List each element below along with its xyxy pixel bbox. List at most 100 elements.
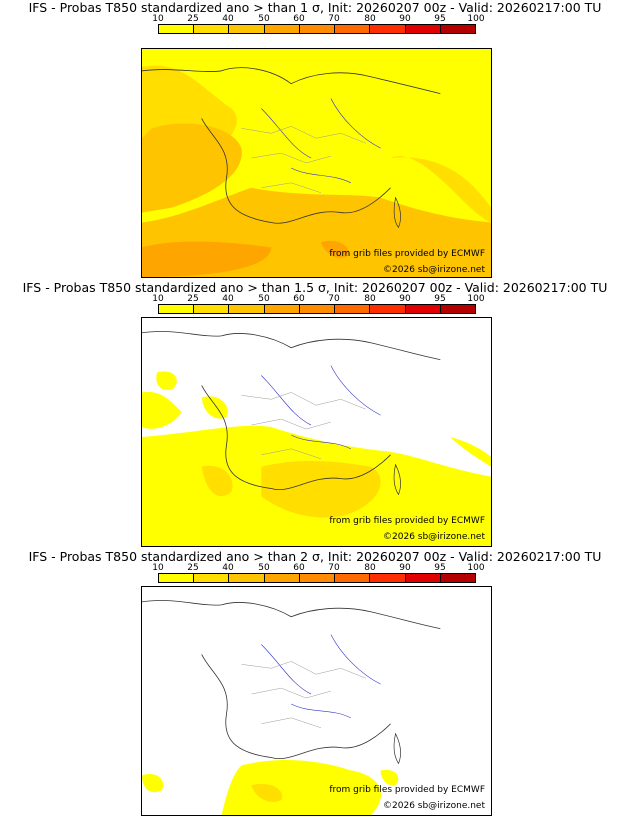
river-lines xyxy=(261,365,381,450)
colorbar-segment xyxy=(335,25,371,33)
probability-field-40 xyxy=(142,123,242,213)
colorbar-tick: 70 xyxy=(328,294,340,304)
probability-colorbar xyxy=(158,304,476,314)
colorbar-tick: 50 xyxy=(258,563,270,573)
probability-field-10 xyxy=(380,769,399,786)
colorbar-tick: 70 xyxy=(328,14,340,24)
colorbar-tick: 10 xyxy=(152,14,164,24)
colorbar-tick: 80 xyxy=(364,294,376,304)
colorbar-tick: 60 xyxy=(293,563,305,573)
colorbar-tick: 40 xyxy=(222,14,234,24)
map-canvas xyxy=(142,587,491,815)
forecast-panel-1sigma: IFS - Probas T850 standardized ano > tha… xyxy=(0,0,630,278)
credit-text-ecmwf: from grib files provided by ECMWF xyxy=(329,516,485,526)
probability-colorbar xyxy=(158,24,476,34)
forecast-map: from grib files provided by ECMWF ©2026 … xyxy=(141,317,492,547)
coastline xyxy=(201,118,391,224)
colorbar-tick: 100 xyxy=(467,294,485,304)
colorbar-tick: 95 xyxy=(434,563,446,573)
credit-text-ecmwf: from grib files provided by ECMWF xyxy=(329,249,485,259)
colorbar-tick: 40 xyxy=(222,563,234,573)
colorbar-tick: 25 xyxy=(187,14,199,24)
forecast-map: from grib files provided by ECMWF ©2026 … xyxy=(141,586,492,816)
colorbar-tick: 95 xyxy=(434,14,446,24)
department-borders xyxy=(241,661,366,729)
panel-title: IFS - Probas T850 standardized ano > tha… xyxy=(22,280,608,295)
colorbar-tick: 50 xyxy=(258,294,270,304)
coastline xyxy=(142,331,441,361)
colorbar-tick: 100 xyxy=(467,14,485,24)
probability-field-10-alps xyxy=(450,436,491,467)
colorbar-segment xyxy=(159,25,195,33)
colorbar-segment xyxy=(194,574,230,582)
map-canvas xyxy=(142,318,491,546)
colorbar-tick: 25 xyxy=(187,294,199,304)
colorbar-segment xyxy=(229,574,265,582)
panel-title: IFS - Probas T850 standardized ano > tha… xyxy=(28,0,602,15)
probability-field-25-alps xyxy=(390,156,491,223)
coastline xyxy=(201,654,391,759)
colorbar-segment xyxy=(229,305,265,313)
probability-field-25 xyxy=(201,465,233,497)
colorbar-segment xyxy=(159,574,195,582)
colorbar-tick-labels: 10 25 40 50 60 70 80 90 95 100 xyxy=(152,14,484,24)
corsica-outline xyxy=(393,196,401,229)
colorbar-tick: 95 xyxy=(434,294,446,304)
department-borders xyxy=(241,126,366,193)
colorbar-segment xyxy=(299,25,336,33)
colorbar-tick: 90 xyxy=(399,563,411,573)
credit-text-copyright: ©2026 sb@irizone.net xyxy=(383,532,485,542)
coastline xyxy=(201,385,391,490)
colorbar-segment xyxy=(335,305,371,313)
forecast-map: from grib files provided by ECMWF ©2026 … xyxy=(141,48,492,278)
colorbar-segment xyxy=(405,305,441,313)
colorbar-segment xyxy=(194,25,230,33)
colorbar-tick: 40 xyxy=(222,294,234,304)
colorbar-tick: 100 xyxy=(467,563,485,573)
colorbar-tick: 50 xyxy=(258,14,270,24)
colorbar-segment xyxy=(299,305,336,313)
credit-text-copyright: ©2026 sb@irizone.net xyxy=(383,801,485,811)
panel-title: IFS - Probas T850 standardized ano > tha… xyxy=(28,549,602,564)
colorbar-segment xyxy=(440,305,475,313)
colorbar-tick: 10 xyxy=(152,294,164,304)
colorbar-tick: 90 xyxy=(399,14,411,24)
colorbar-segment xyxy=(335,574,371,582)
credit-text-copyright: ©2026 sb@irizone.net xyxy=(383,265,485,275)
colorbar-tick: 60 xyxy=(293,14,305,24)
probability-field-50 xyxy=(142,241,272,277)
probability-field-10 xyxy=(142,391,182,429)
colorbar-segment xyxy=(229,25,265,33)
forecast-panel-2sigma: IFS - Probas T850 standardized ano > tha… xyxy=(0,549,630,828)
colorbar-segment xyxy=(405,574,441,582)
colorbar-tick: 25 xyxy=(187,563,199,573)
river-lines xyxy=(261,634,381,719)
colorbar-segment xyxy=(370,574,406,582)
corsica-outline xyxy=(393,463,401,496)
probability-field-10 xyxy=(156,371,177,391)
probability-field-10-south xyxy=(221,760,382,815)
colorbar-segment xyxy=(159,305,195,313)
department-borders xyxy=(241,392,366,460)
colorbar-tick: 10 xyxy=(152,563,164,573)
colorbar-segment xyxy=(299,574,336,582)
probability-field-10 xyxy=(142,774,164,793)
probability-field-25 xyxy=(251,783,283,802)
colorbar-segment xyxy=(264,574,300,582)
corsica-outline xyxy=(393,732,401,765)
forecast-panel-1-5sigma: IFS - Probas T850 standardized ano > tha… xyxy=(0,280,630,548)
river-lines xyxy=(261,98,381,184)
colorbar-tick-labels: 10 25 40 50 60 70 80 90 95 100 xyxy=(152,563,484,573)
colorbar-tick: 90 xyxy=(399,294,411,304)
colorbar-segment xyxy=(264,25,300,33)
colorbar-segment xyxy=(370,25,406,33)
coastline xyxy=(142,600,441,630)
colorbar-tick: 80 xyxy=(364,563,376,573)
colorbar-tick: 60 xyxy=(293,294,305,304)
colorbar-tick-labels: 10 25 40 50 60 70 80 90 95 100 xyxy=(152,294,484,304)
colorbar-tick: 80 xyxy=(364,14,376,24)
colorbar-tick: 70 xyxy=(328,563,340,573)
probability-colorbar xyxy=(158,573,476,583)
probability-field-25 xyxy=(261,460,381,518)
credit-text-ecmwf: from grib files provided by ECMWF xyxy=(329,785,485,795)
